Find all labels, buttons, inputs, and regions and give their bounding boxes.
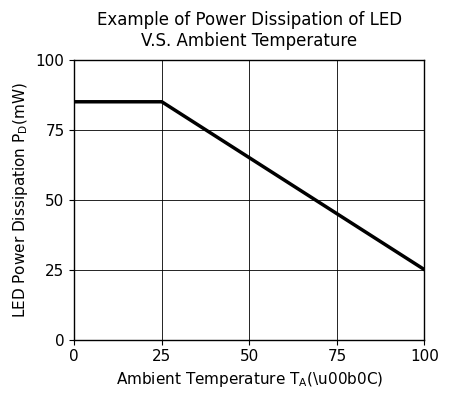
Y-axis label: LED Power Dissipation $\mathregular{P_D}$(mW): LED Power Dissipation $\mathregular{P_D}…	[11, 82, 30, 318]
Title: Example of Power Dissipation of LED
V.S. Ambient Temperature: Example of Power Dissipation of LED V.S.…	[97, 11, 402, 50]
X-axis label: Ambient Temperature $\mathregular{T_A}$(\u00b0C): Ambient Temperature $\mathregular{T_A}$(…	[116, 370, 383, 389]
